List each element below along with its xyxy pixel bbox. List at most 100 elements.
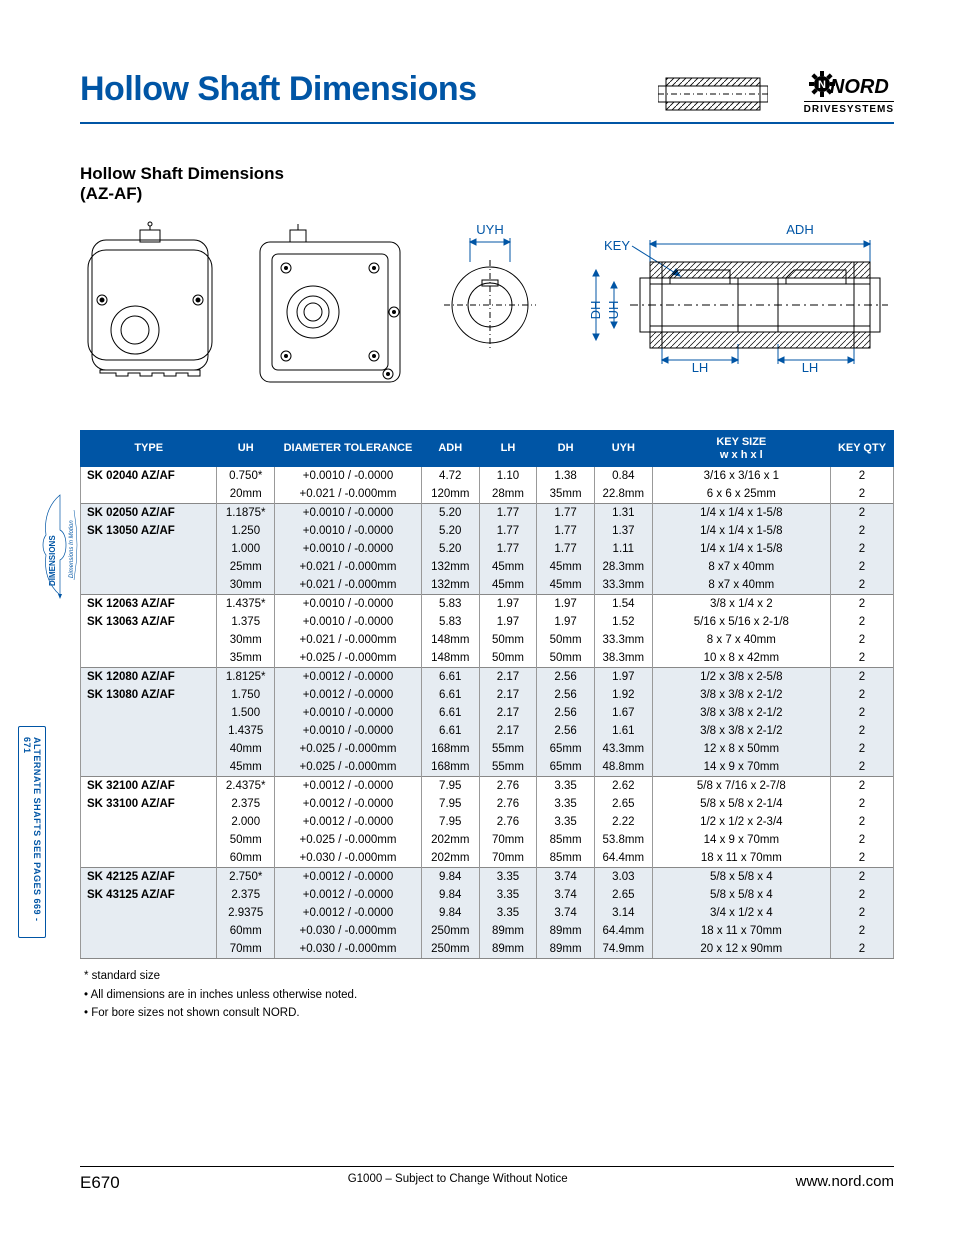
table-cell: 74.9mm bbox=[594, 940, 652, 959]
table-cell: 65mm bbox=[537, 740, 595, 758]
table-cell: 38.3mm bbox=[594, 649, 652, 668]
table-cell bbox=[81, 576, 217, 595]
diagrams-row: UYH ADH KEY DH UH UH LH LH bbox=[80, 220, 894, 390]
col-header: DH bbox=[537, 431, 595, 467]
table-cell: 2 bbox=[830, 831, 893, 849]
table-cell: 45mm bbox=[479, 558, 537, 576]
table-row: SK 42125 AZ/AF2.750*+0.0012 / -0.00009.8… bbox=[81, 868, 894, 887]
table-cell: 168mm bbox=[421, 758, 479, 777]
table-cell: 2 bbox=[830, 722, 893, 740]
table-cell bbox=[81, 922, 217, 940]
table-row: SK 13080 AZ/AF1.750+0.0012 / -0.00006.61… bbox=[81, 686, 894, 704]
table-cell: 2.56 bbox=[537, 668, 595, 687]
table-notes: * standard size • All dimensions are in … bbox=[80, 967, 894, 1022]
table-cell: 7.95 bbox=[421, 777, 479, 796]
table-cell: 2.56 bbox=[537, 704, 595, 722]
table-cell bbox=[81, 849, 217, 868]
table-cell: 35mm bbox=[537, 485, 595, 504]
table-cell: 2 bbox=[830, 740, 893, 758]
table-cell: 2.76 bbox=[479, 795, 537, 813]
table-header-row: TYPEUHDIAMETER TOLERANCEADHLHDHUYHKEY SI… bbox=[81, 431, 894, 467]
table-cell: 1.77 bbox=[479, 504, 537, 523]
table-cell: 2 bbox=[830, 576, 893, 595]
table-cell: 6.61 bbox=[421, 686, 479, 704]
col-header: ADH bbox=[421, 431, 479, 467]
table-cell bbox=[81, 813, 217, 831]
table-cell: 1/2 x 1/2 x 2-3/4 bbox=[652, 813, 830, 831]
table-cell: 1.750 bbox=[217, 686, 275, 704]
table-cell: +0.0010 / -0.0000 bbox=[275, 522, 422, 540]
table-cell: 7.95 bbox=[421, 795, 479, 813]
table-cell: 70mm bbox=[479, 849, 537, 868]
table-cell: 50mm bbox=[537, 649, 595, 668]
table-cell: 202mm bbox=[421, 831, 479, 849]
table-cell: +0.030 / -0.000mm bbox=[275, 940, 422, 959]
table-row: SK 13063 AZ/AF1.375+0.0010 / -0.00005.83… bbox=[81, 613, 894, 631]
diagram-shaft: ADH KEY DH UH UH LH LH bbox=[570, 220, 890, 380]
table-cell: 1.61 bbox=[594, 722, 652, 740]
table-cell: 40mm bbox=[217, 740, 275, 758]
table-cell: 1.77 bbox=[479, 540, 537, 558]
table-cell: 45mm bbox=[217, 758, 275, 777]
table-row: SK 32100 AZ/AF2.4375*+0.0012 / -0.00007.… bbox=[81, 777, 894, 796]
table-row: SK 12080 AZ/AF1.8125*+0.0012 / -0.00006.… bbox=[81, 668, 894, 687]
table-cell: 120mm bbox=[421, 485, 479, 504]
table-cell: +0.030 / -0.000mm bbox=[275, 849, 422, 868]
table-cell: 5/8 x 5/8 x 2-1/4 bbox=[652, 795, 830, 813]
table-cell: 3.35 bbox=[537, 777, 595, 796]
table-cell: 20mm bbox=[217, 485, 275, 504]
table-cell: 2.65 bbox=[594, 795, 652, 813]
table-cell: 89mm bbox=[479, 922, 537, 940]
table-cell: 2.65 bbox=[594, 886, 652, 904]
table-cell: 1.97 bbox=[537, 595, 595, 614]
table-cell bbox=[81, 904, 217, 922]
table-cell: 132mm bbox=[421, 558, 479, 576]
table-cell: 85mm bbox=[537, 831, 595, 849]
table-cell: 65mm bbox=[537, 758, 595, 777]
table-cell: 33.3mm bbox=[594, 631, 652, 649]
note-inches: • All dimensions are in inches unless ot… bbox=[84, 986, 894, 1004]
table-cell: 1.92 bbox=[594, 686, 652, 704]
table-cell: 2 bbox=[830, 849, 893, 868]
table-cell: 70mm bbox=[479, 831, 537, 849]
nord-logo: N NORD DRIVESYSTEMS bbox=[804, 71, 894, 117]
table-cell: +0.0010 / -0.0000 bbox=[275, 704, 422, 722]
table-cell: 30mm bbox=[217, 631, 275, 649]
table-cell: 3/8 x 3/8 x 2-1/2 bbox=[652, 722, 830, 740]
table-row: SK 13050 AZ/AF1.250+0.0010 / -0.00005.20… bbox=[81, 522, 894, 540]
table-cell: 8 x 7 x 40mm bbox=[652, 631, 830, 649]
table-row: SK 43125 AZ/AF2.375+0.0012 / -0.00009.84… bbox=[81, 886, 894, 904]
table-cell: 50mm bbox=[479, 649, 537, 668]
table-cell: 1.77 bbox=[537, 540, 595, 558]
page: DIMENSIONS Dimensions In Motion ALTERNAT… bbox=[0, 0, 954, 1235]
table-cell: 5.20 bbox=[421, 504, 479, 523]
table-cell: 4.72 bbox=[421, 467, 479, 486]
table-cell: 64.4mm bbox=[594, 922, 652, 940]
shaft-icon bbox=[658, 70, 768, 118]
logo-subtitle: DRIVESYSTEMS bbox=[804, 101, 894, 115]
table-cell: 2.17 bbox=[479, 686, 537, 704]
table-cell: 43.3mm bbox=[594, 740, 652, 758]
table-cell: SK 02050 AZ/AF bbox=[81, 504, 217, 523]
table-cell: +0.021 / -0.000mm bbox=[275, 558, 422, 576]
table-cell: 2 bbox=[830, 813, 893, 831]
label-key: KEY bbox=[604, 238, 630, 253]
table-cell: 0.84 bbox=[594, 467, 652, 486]
table-cell: +0.0010 / -0.0000 bbox=[275, 595, 422, 614]
table-cell: 5/8 x 7/16 x 2-7/8 bbox=[652, 777, 830, 796]
col-header: LH bbox=[479, 431, 537, 467]
label-uyh: UYH bbox=[476, 222, 503, 237]
col-header: DIAMETER TOLERANCE bbox=[275, 431, 422, 467]
table-cell: 1.97 bbox=[479, 613, 537, 631]
table-cell: 85mm bbox=[537, 849, 595, 868]
table-cell: 28.3mm bbox=[594, 558, 652, 576]
table-cell: 5.83 bbox=[421, 613, 479, 631]
table-cell: 2 bbox=[830, 504, 893, 523]
table-cell: 2 bbox=[830, 558, 893, 576]
table-cell: 2.4375* bbox=[217, 777, 275, 796]
table-cell: 2.375 bbox=[217, 795, 275, 813]
table-cell bbox=[81, 540, 217, 558]
table-cell: 48.8mm bbox=[594, 758, 652, 777]
table-row: 20mm+0.021 / -0.000mm120mm28mm35mm22.8mm… bbox=[81, 485, 894, 504]
table-cell: 9.84 bbox=[421, 904, 479, 922]
